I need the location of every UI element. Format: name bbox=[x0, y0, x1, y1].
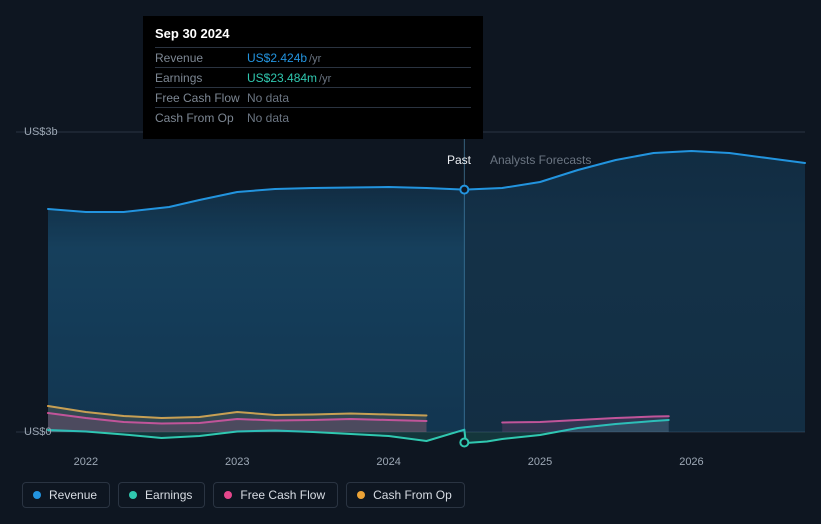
tooltip-row: RevenueUS$2.424b /yr bbox=[155, 47, 471, 67]
cursor-marker-earnings bbox=[460, 439, 468, 447]
legend-dot-icon bbox=[224, 491, 232, 499]
section-label-past: Past bbox=[447, 153, 471, 167]
cursor-marker-revenue bbox=[460, 186, 468, 194]
legend-dot-icon bbox=[357, 491, 365, 499]
legend-item-earnings[interactable]: Earnings bbox=[118, 482, 205, 508]
tooltip-row-unit: /yr bbox=[319, 73, 331, 85]
tooltip-row: Free Cash FlowNo data bbox=[155, 87, 471, 107]
tooltip-date: Sep 30 2024 bbox=[155, 26, 471, 41]
y-axis-max-label: US$3b bbox=[24, 126, 58, 138]
x-axis-label: 2023 bbox=[225, 456, 249, 468]
legend-label: Revenue bbox=[49, 488, 97, 502]
tooltip-row-value: US$2.424b bbox=[247, 51, 307, 65]
tooltip-row-label: Cash From Op bbox=[155, 111, 247, 125]
tooltip-row-label: Earnings bbox=[155, 71, 247, 85]
legend-label: Earnings bbox=[145, 488, 192, 502]
section-label-forecast: Analysts Forecasts bbox=[490, 153, 591, 167]
tooltip-row: Cash From OpNo data bbox=[155, 107, 471, 127]
tooltip-row-label: Revenue bbox=[155, 51, 247, 65]
tooltip-row: EarningsUS$23.484m /yr bbox=[155, 67, 471, 87]
legend-item-cfo[interactable]: Cash From Op bbox=[346, 482, 465, 508]
tooltip-row-value: US$23.484m bbox=[247, 71, 317, 85]
legend-dot-icon bbox=[33, 491, 41, 499]
legend-label: Cash From Op bbox=[373, 488, 452, 502]
tooltip-row-unit: /yr bbox=[309, 53, 321, 65]
legend-item-fcf[interactable]: Free Cash Flow bbox=[213, 482, 338, 508]
legend-item-revenue[interactable]: Revenue bbox=[22, 482, 110, 508]
x-axis-label: 2026 bbox=[679, 456, 703, 468]
chart-tooltip: Sep 30 2024 RevenueUS$2.424b /yrEarnings… bbox=[143, 16, 483, 139]
x-axis-label: 2024 bbox=[376, 456, 400, 468]
y-axis-min-label: US$0 bbox=[24, 426, 52, 438]
x-axis-label: 2022 bbox=[74, 456, 98, 468]
chart-legend: Revenue Earnings Free Cash Flow Cash From O… bbox=[22, 482, 465, 508]
tooltip-row-label: Free Cash Flow bbox=[155, 91, 247, 105]
legend-dot-icon bbox=[129, 491, 137, 499]
series-area-revenue bbox=[48, 151, 805, 432]
tooltip-row-nodata: No data bbox=[247, 91, 289, 105]
tooltip-row-nodata: No data bbox=[247, 111, 289, 125]
x-axis-label: 2025 bbox=[528, 456, 552, 468]
legend-label: Free Cash Flow bbox=[240, 488, 325, 502]
